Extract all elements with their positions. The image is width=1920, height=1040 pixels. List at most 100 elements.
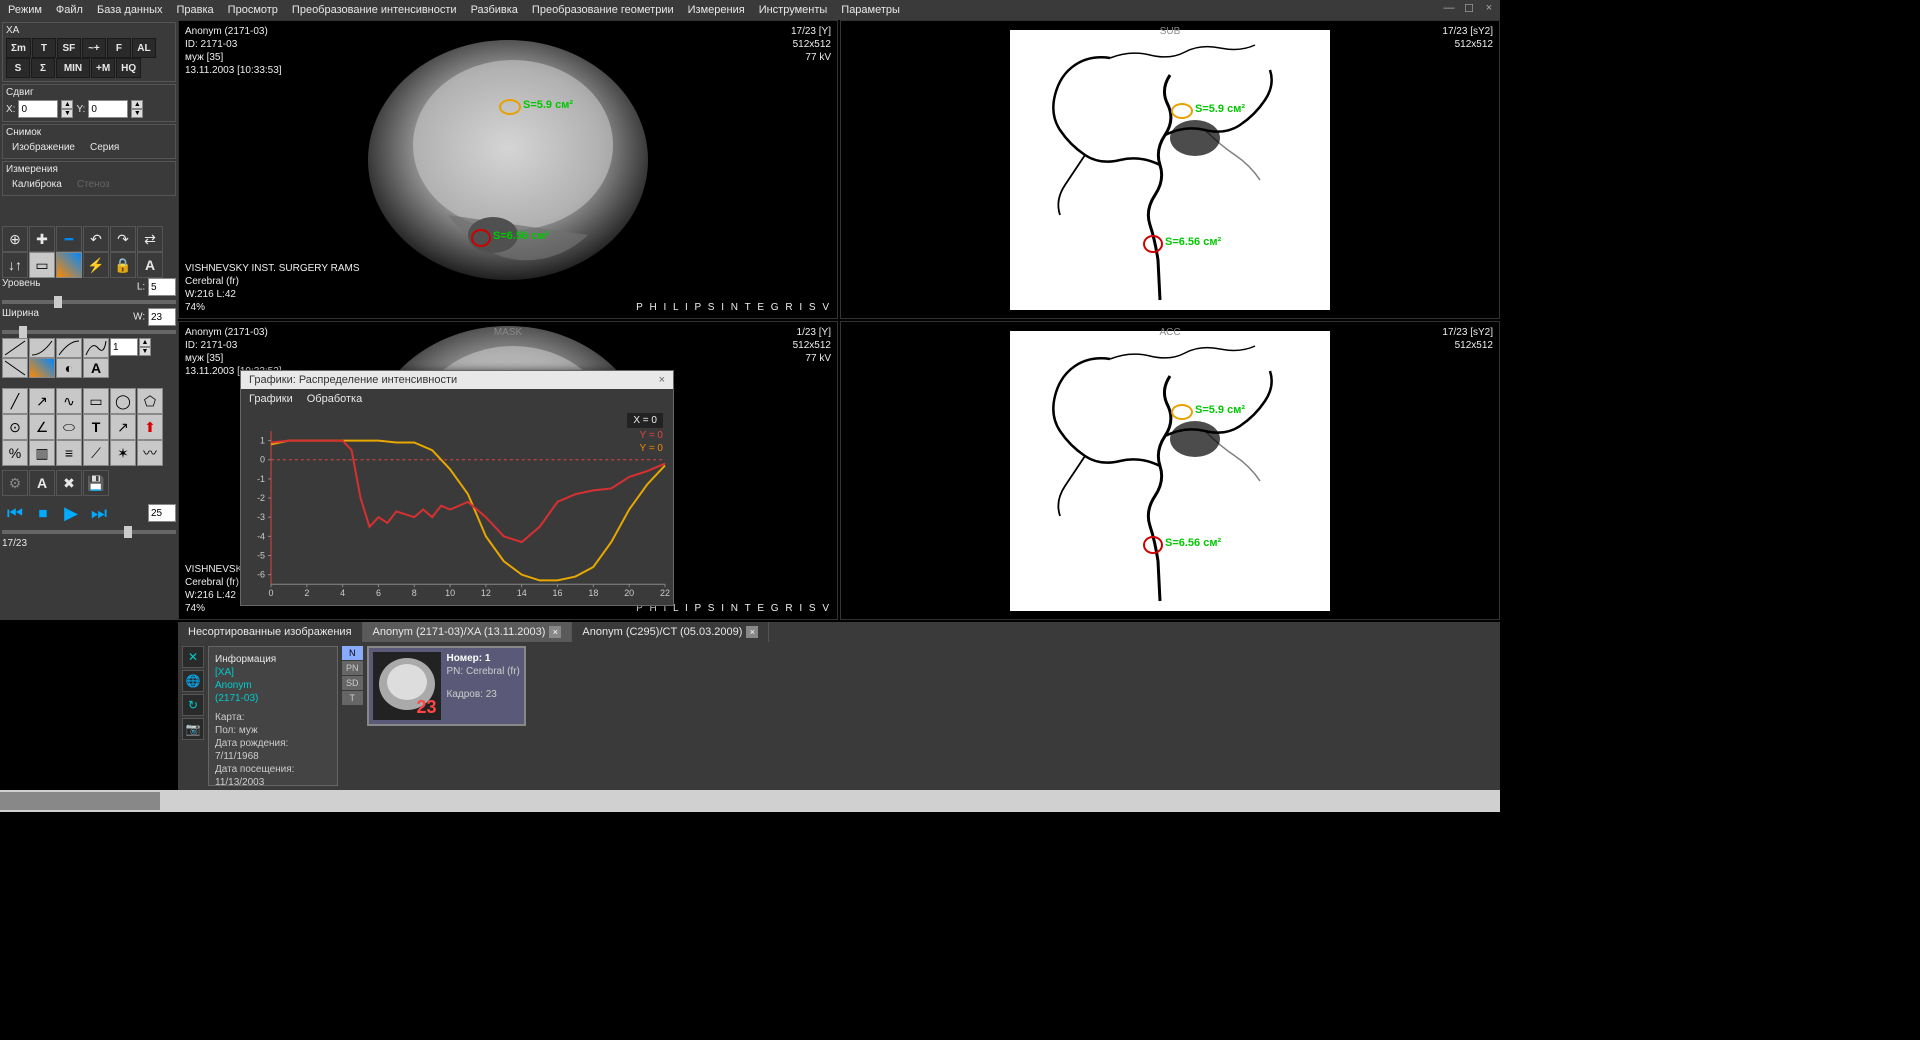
bars-icon[interactable]: ▥ [29,440,55,466]
mini-sd[interactable]: SD [342,676,363,690]
grad2-icon[interactable] [29,358,55,378]
undo-icon[interactable]: ↶ [83,226,109,252]
diag-icon[interactable]: ⟋ [83,440,109,466]
btn-sigma-m[interactable]: Σm [6,38,31,58]
plus-icon[interactable]: ✚ [29,226,55,252]
curve-spinner[interactable]: ▲▼ [139,338,151,358]
menu-view[interactable]: Просмотр [228,4,278,16]
curve-spin[interactable] [110,338,138,356]
chart-window[interactable]: Графики: Распределение интенсивности × Г… [240,370,674,606]
percent-icon[interactable]: % [2,440,28,466]
maximize-button[interactable]: ☐ [1462,2,1476,15]
gradient-icon[interactable] [56,252,82,278]
next-icon[interactable]: ⏭ [86,500,112,526]
width-input[interactable] [148,308,176,326]
menu-db[interactable]: База данных [97,4,163,16]
curve-2[interactable] [29,338,55,358]
rect-icon[interactable]: ▭ [29,252,55,278]
ib-close[interactable]: ✕ [182,646,204,668]
width-slider[interactable] [2,330,176,334]
star-icon[interactable]: ✶ [110,440,136,466]
hlines-icon[interactable]: ≡ [56,440,82,466]
frame-slider[interactable] [2,530,176,534]
prev-icon[interactable]: ⏮ [2,500,28,526]
oval-icon[interactable]: ⬭ [56,414,82,440]
level-input[interactable] [148,278,176,296]
menu-measure[interactable]: Измерения [688,4,745,16]
gear-icon[interactable]: ⚙ [2,470,28,496]
stop-icon[interactable]: ⏹ [30,500,56,526]
btn-hq[interactable]: HQ [116,58,141,78]
mini-pn[interactable]: PN [342,661,363,675]
arrows-icon[interactable]: ↓↑ [2,252,28,278]
chart-close-icon[interactable]: × [659,374,665,386]
lock-icon[interactable]: 🔒 [110,252,136,278]
diag-arrow-icon[interactable]: ↗ [110,414,136,440]
btn-plusm[interactable]: +M [91,58,115,78]
shift-y-spinner[interactable]: ▲▼ [131,100,143,118]
tab-close-2[interactable]: × [746,626,758,638]
chart-menu-graphs[interactable]: Графики [249,393,293,405]
roi-1c[interactable] [1171,404,1193,420]
calib-btn[interactable]: Калиброка [6,177,68,192]
frame-input[interactable] [148,504,176,522]
tab-anonym-xa[interactable]: Anonym (2171-03)/XA (13.11.2003)× [363,622,573,642]
line-icon[interactable]: ╱ [2,388,28,414]
snapshot-image-btn[interactable]: Изображение [6,140,81,155]
menu-file[interactable]: Файл [56,4,83,16]
shift-y-input[interactable] [88,100,128,118]
roi-1[interactable] [499,99,521,115]
roi-2[interactable] [471,229,491,247]
tab-unsorted[interactable]: Несортированные изображения [178,622,363,642]
menu-params[interactable]: Параметры [841,4,900,16]
series-thumbnail[interactable]: 23 Номер: 1 PN: Cerebral (fr) Кадров: 23 [367,646,526,726]
lasso-icon[interactable]: ⊙ [2,414,28,440]
viewport-3[interactable]: S=5.9 см² S=6.56 см² SUB 17/23 [sY2]512x… [840,20,1500,319]
bolt-icon[interactable]: ⚡ [83,252,109,278]
shift-x-input[interactable] [18,100,58,118]
close-button[interactable]: × [1482,2,1496,15]
btn-t[interactable]: T [32,38,56,58]
chart-menu-process[interactable]: Обработка [307,393,362,405]
bold-a-icon[interactable]: A [29,470,55,496]
cursor-icon[interactable]: ⬆ [137,414,163,440]
rect2-icon[interactable]: ▭ [83,388,109,414]
add-icon[interactable]: ⊕ [2,226,28,252]
ib-globe[interactable]: 🌐 [182,670,204,692]
curve-3[interactable] [56,338,82,358]
ib-refresh[interactable]: ↻ [182,694,204,716]
swap-icon[interactable]: ⇄ [137,226,163,252]
btn-sigma[interactable]: Σ [31,58,55,78]
tab-close-1[interactable]: × [549,626,561,638]
viewport-1[interactable]: S=5.9 см² S=6.56 см² Anonym (2171-03)ID:… [178,20,838,319]
btn-f[interactable]: F [107,38,131,58]
tab-anonym-ct[interactable]: Anonym (C295)/CT (05.03.2009)× [572,622,769,642]
btn-min[interactable]: MIN [56,58,90,78]
text-a-icon[interactable]: A [137,252,163,278]
chart-titlebar[interactable]: Графики: Распределение интенсивности × [241,371,673,389]
viewport-4[interactable]: S=5.9 см² S=6.56 см² ACC 17/23 [sY2]512x… [840,321,1500,620]
curve-5[interactable] [2,358,28,378]
btn-tilde[interactable]: ~+ [82,38,106,58]
minimize-button[interactable]: — [1442,2,1456,15]
stenosis-btn[interactable]: Стеноз [71,177,116,192]
angle-icon[interactable]: ∠ [29,414,55,440]
btn-s[interactable]: S [6,58,30,78]
text-t-icon[interactable]: T [83,414,109,440]
curve-4[interactable] [83,338,109,358]
menu-edit[interactable]: Правка [177,4,214,16]
play-icon[interactable]: ▶ [58,500,84,526]
menu-mode[interactable]: Режим [8,4,42,16]
polygon-icon[interactable]: ⬠ [137,388,163,414]
wave-icon[interactable]: 〰 [137,440,163,466]
menu-intensity[interactable]: Преобразование интенсивности [292,4,457,16]
menu-tools[interactable]: Инструменты [759,4,828,16]
shift-x-spinner[interactable]: ▲▼ [61,100,73,118]
delete-icon[interactable]: ✖ [56,470,82,496]
grad3-icon[interactable]: ◐ [56,358,82,378]
mini-n[interactable]: N [342,646,363,660]
menu-split[interactable]: Разбивка [471,4,518,16]
mini-t[interactable]: T [342,691,363,705]
ellipse-icon[interactable]: ◯ [110,388,136,414]
menu-geometry[interactable]: Преобразование геометрии [532,4,674,16]
